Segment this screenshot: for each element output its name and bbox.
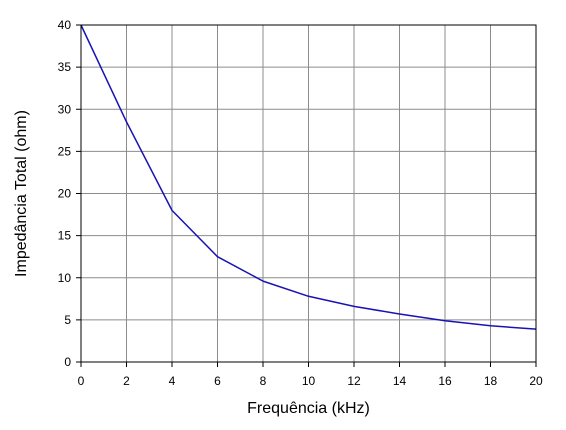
x-tick-label: 6: [214, 374, 221, 388]
ticks: 0 2 4 6 8 10 12 14 16 18 20 0 5 10 15 20 25 30 35 40: [58, 18, 543, 388]
series-group: [80, 24, 537, 330]
x-tick-label: 2: [123, 374, 130, 388]
x-tick-label: 0: [78, 374, 85, 388]
y-tick-label: 0: [64, 355, 71, 369]
x-tick-label: 12: [347, 374, 361, 388]
y-tick-label: 5: [64, 313, 71, 327]
x-axis-title: Frequência (kHz): [247, 400, 370, 417]
x-tick-label: 18: [484, 374, 498, 388]
x-tick-label: 20: [529, 374, 543, 388]
y-tick-label: 25: [58, 144, 72, 158]
y-tick-label: 10: [58, 271, 72, 285]
y-tick-label: 15: [58, 229, 72, 243]
x-tick-label: 4: [169, 374, 176, 388]
series-line: [80, 24, 537, 330]
y-tick-label: 40: [58, 18, 72, 32]
y-tick-label: 20: [58, 187, 72, 201]
x-tick-label: 14: [393, 374, 407, 388]
x-tick-label: 10: [302, 374, 316, 388]
grid: [81, 25, 536, 362]
y-tick-label: 30: [58, 102, 72, 116]
y-axis-title: Impedância Total (ohm): [13, 110, 30, 277]
x-tick-label: 8: [260, 374, 267, 388]
y-tick-label: 35: [58, 60, 72, 74]
x-tick-label: 16: [438, 374, 452, 388]
